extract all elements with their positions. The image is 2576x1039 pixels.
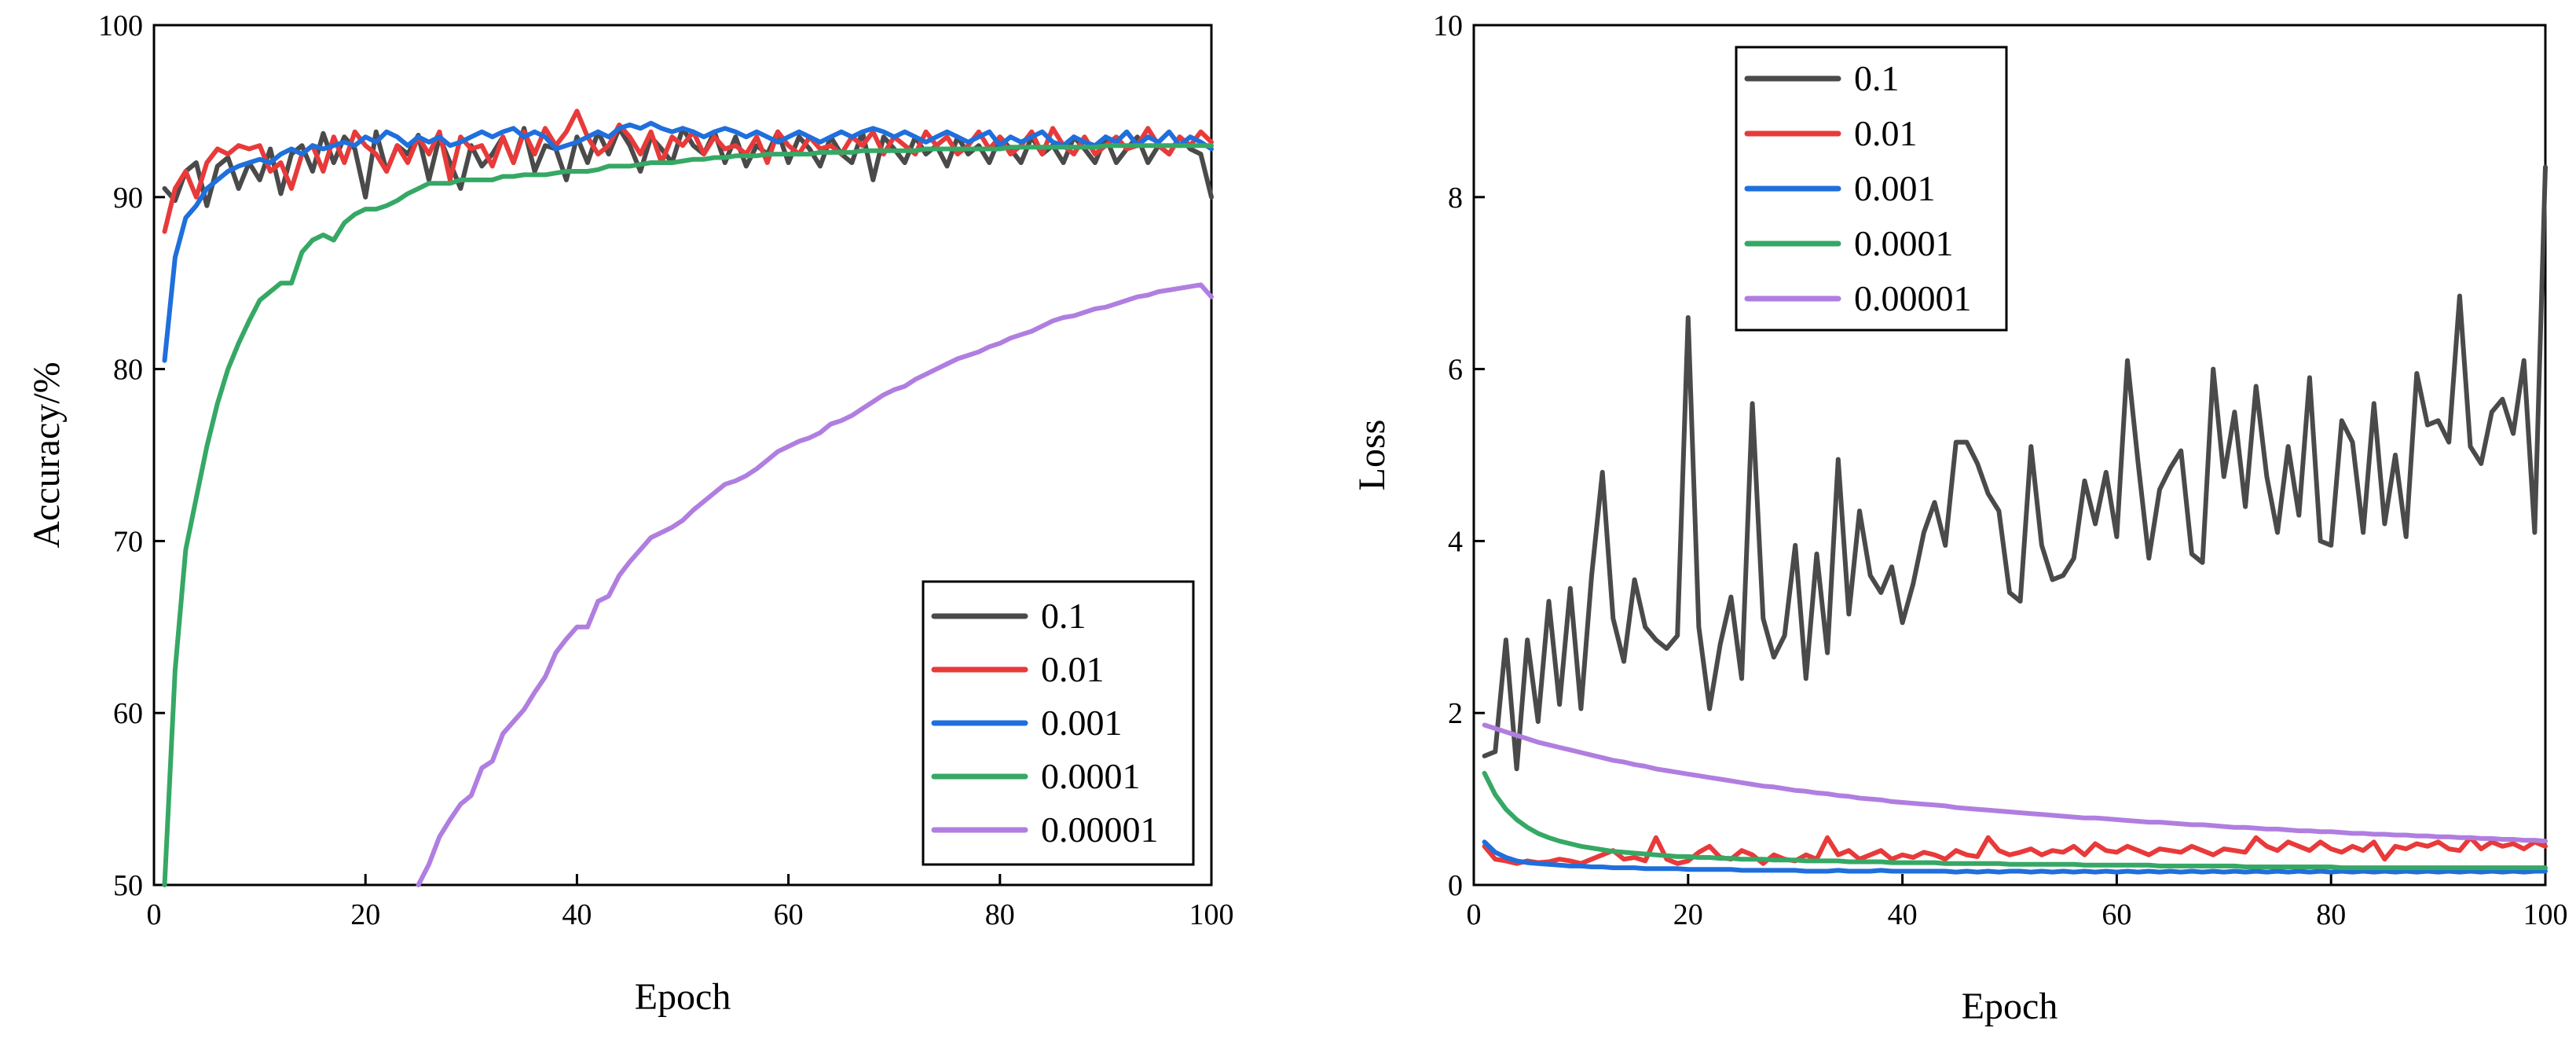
accuracy-x-tick-label: 80 [985, 898, 1015, 931]
loss-series-line-0_01 [1482, 835, 2548, 866]
accuracy-legend-label: 0.001 [1041, 703, 1123, 743]
accuracy-x-tick-label: 40 [562, 898, 592, 931]
accuracy-y-tick-label: 70 [113, 525, 143, 558]
accuracy-plot-frame [152, 24, 1213, 887]
loss-x-tick-label: 60 [2101, 898, 2131, 931]
loss-legend-label: 0.1 [1854, 58, 1900, 98]
loss-series-line-0_0001 [1482, 770, 2548, 871]
loss-x-axis-title: Epoch [1962, 986, 2058, 1027]
loss-y-axis-title: Loss [1351, 420, 1393, 491]
loss-series-line-0_1 [1482, 164, 2548, 772]
loss-plot-frame [1472, 24, 2547, 887]
loss-x-tick-label: 100 [2523, 898, 2568, 931]
accuracy-x-tick-label: 60 [774, 898, 804, 931]
accuracy-chart: 50 60 70 80 90 100 0 20 40 60 80 100 Epoch Accurac… [26, 9, 1234, 1018]
accuracy-x-tick-label: 20 [350, 898, 380, 931]
accuracy-legend-label: 0.00001 [1041, 810, 1159, 850]
loss-x-ticks: 0 20 40 60 80 100 [1467, 874, 2568, 931]
loss-x-tick-label: 20 [1673, 898, 1703, 931]
loss-legend: 0.1 0.01 0.001 0.0001 0.00001 [1735, 46, 2008, 332]
loss-y-tick-label: 4 [1448, 525, 1463, 558]
loss-legend-label: 0.001 [1854, 168, 1936, 208]
accuracy-x-ticks: 0 20 40 60 80 100 [147, 874, 1234, 931]
loss-x-tick-label: 0 [1467, 898, 1482, 931]
loss-legend-label: 0.00001 [1854, 278, 1972, 318]
loss-legend-label: 0.0001 [1854, 223, 1954, 263]
accuracy-legend-label: 0.01 [1041, 649, 1105, 689]
accuracy-y-ticks: 50 60 70 80 90 100 [98, 9, 165, 902]
accuracy-y-tick-label: 90 [113, 182, 143, 215]
loss-y-tick-label: 10 [1433, 9, 1463, 42]
loss-x-tick-label: 80 [2316, 898, 2346, 931]
accuracy-y-tick-label: 80 [113, 354, 143, 387]
accuracy-legend-label: 0.1 [1041, 596, 1086, 636]
loss-y-tick-label: 8 [1448, 182, 1463, 215]
loss-y-tick-label: 2 [1448, 697, 1463, 730]
loss-series [1482, 164, 2548, 875]
loss-y-tick-label: 6 [1448, 354, 1463, 387]
accuracy-legend: 0.1 0.01 0.001 0.0001 0.00001 [922, 580, 1195, 866]
accuracy-y-tick-label: 100 [98, 9, 143, 42]
loss-y-tick-label: 0 [1448, 869, 1463, 902]
accuracy-series-line-0_01 [162, 108, 1214, 234]
accuracy-legend-label: 0.0001 [1041, 756, 1141, 796]
loss-y-ticks: 0 2 4 6 8 10 [1433, 9, 1485, 902]
loss-x-tick-label: 40 [1888, 898, 1918, 931]
loss-series-line-0_001 [1482, 839, 2548, 875]
accuracy-y-tick-label: 50 [113, 869, 143, 902]
accuracy-x-axis-title: Epoch [635, 976, 731, 1018]
loss-series-line-0_00001 [1482, 722, 2548, 844]
accuracy-x-tick-label: 0 [147, 898, 162, 931]
loss-legend-label: 0.01 [1854, 113, 1918, 153]
accuracy-x-tick-label: 100 [1189, 898, 1234, 931]
accuracy-y-axis-title: Accuracy/% [26, 362, 68, 548]
accuracy-series-line-0_001 [162, 120, 1214, 363]
accuracy-series-line-0_0001 [162, 143, 1214, 887]
accuracy-y-tick-label: 60 [113, 697, 143, 730]
accuracy-series-line-0_00001 [416, 282, 1214, 887]
accuracy-series [162, 108, 1214, 887]
